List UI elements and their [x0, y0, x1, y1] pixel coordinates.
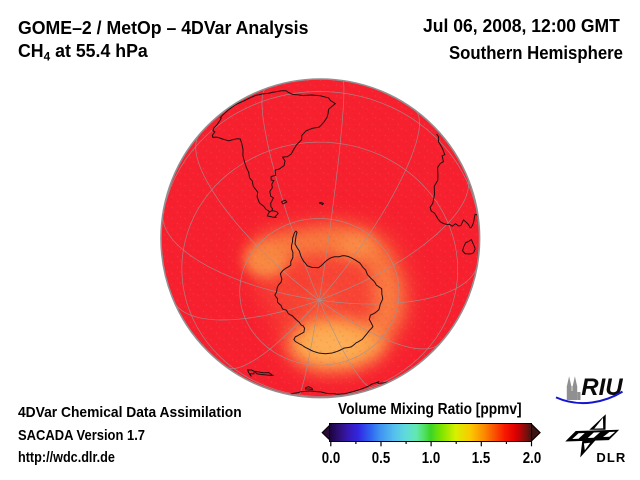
svg-text:RIU: RIU: [581, 374, 623, 401]
svg-text:DLR: DLR: [596, 450, 626, 465]
